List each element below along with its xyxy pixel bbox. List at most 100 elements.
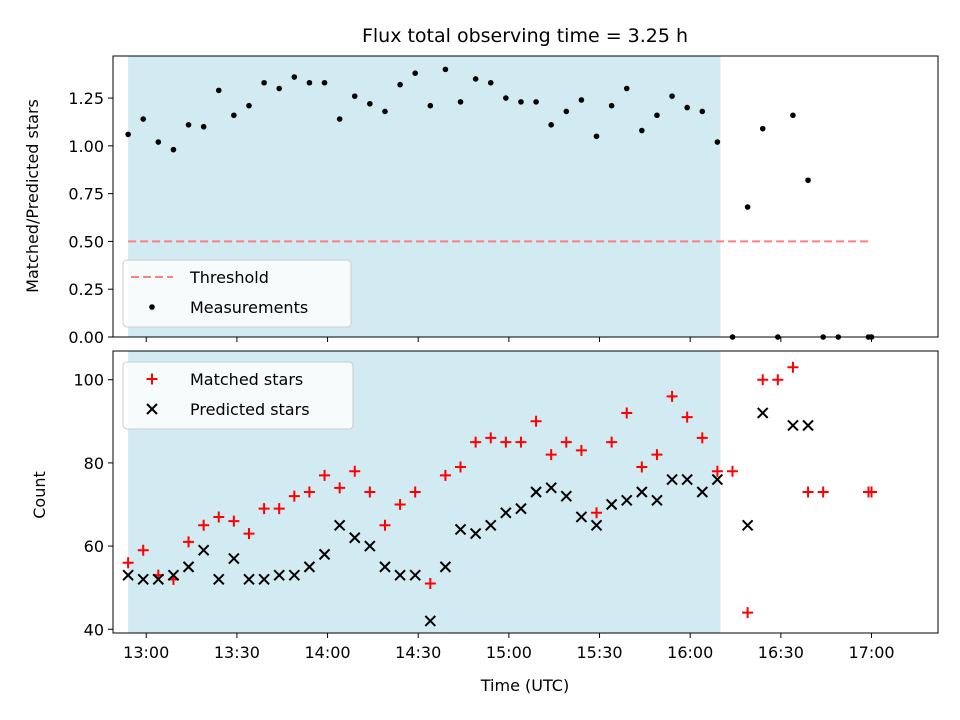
matched-star-point xyxy=(379,519,391,531)
y-tick-label: 1.00 xyxy=(68,137,104,156)
matched-star-point xyxy=(606,436,618,448)
predicted-star-point xyxy=(394,569,406,581)
measurement-point xyxy=(744,204,751,210)
measurement-point xyxy=(805,177,811,184)
measurement-point xyxy=(759,125,766,132)
predicted-star-point xyxy=(137,573,149,586)
matched-star-point xyxy=(273,503,285,515)
predicted-star-point xyxy=(681,473,693,486)
predicted-star-point xyxy=(605,498,618,511)
predicted-star-point xyxy=(711,473,724,486)
measurement-point xyxy=(427,102,434,109)
x-tick-label: 17:00 xyxy=(848,643,894,662)
x-tick-label: 14:30 xyxy=(395,643,441,662)
predicted-star-point xyxy=(515,502,527,515)
predicted-star-point xyxy=(273,569,285,581)
measurement-point xyxy=(140,116,147,122)
matched-star-point xyxy=(636,461,648,473)
x-axis-label: Time (UTC) xyxy=(480,676,569,695)
matched-star-point xyxy=(485,432,497,444)
x-tick-label: 15:30 xyxy=(576,643,622,662)
matched-star-point xyxy=(243,528,255,540)
matched-star-point xyxy=(183,536,195,548)
legend-label: Matched stars xyxy=(190,370,303,389)
predicted-star-point xyxy=(500,507,512,519)
legend-box xyxy=(122,259,352,328)
matched-star-point xyxy=(651,449,663,461)
x-tick-label: 13:00 xyxy=(123,643,169,662)
predicted-star-point xyxy=(303,561,316,573)
x-tick-label: 16:00 xyxy=(667,643,713,662)
matched-star-point xyxy=(711,465,723,477)
predicted-star-point xyxy=(228,552,240,565)
matched-star-point xyxy=(575,444,587,456)
measurement-point xyxy=(790,112,796,119)
predicted-star-point xyxy=(575,511,588,523)
matched-star-point xyxy=(470,436,482,448)
predicted-star-point xyxy=(696,486,708,498)
matched-star-point xyxy=(681,411,693,423)
legend-label: Threshold xyxy=(189,268,269,287)
predicted-star-point xyxy=(333,519,346,531)
predicted-star-point xyxy=(560,490,573,502)
matched-star-point xyxy=(137,544,149,556)
x-tick-label: 13:30 xyxy=(214,643,260,662)
matched-star-point xyxy=(515,436,527,448)
measurement-point xyxy=(276,85,283,92)
measurement-point xyxy=(639,127,645,134)
predicted-star-point xyxy=(288,569,301,581)
matched-star-point xyxy=(409,486,421,498)
matched-star-point xyxy=(866,486,878,498)
matched-star-point xyxy=(439,469,451,481)
predicted-star-point xyxy=(243,573,255,586)
matched-star-point xyxy=(198,519,210,531)
matched-star-point xyxy=(727,465,739,477)
chart-title: Flux total observing time = 3.25 h xyxy=(362,25,688,47)
measurement-point xyxy=(684,104,690,111)
predicted-star-point xyxy=(349,532,361,544)
plot-frame xyxy=(112,55,939,338)
matched-star-point xyxy=(334,482,346,494)
measurement-point xyxy=(714,139,721,145)
matched-star-point xyxy=(591,507,603,519)
series-predicted-stars xyxy=(122,407,814,627)
measurement-point xyxy=(336,116,343,122)
x-tick-label: 15:00 xyxy=(486,643,532,662)
matched-star-point xyxy=(213,511,225,523)
predicted-star-point xyxy=(802,419,814,432)
predicted-star-point xyxy=(439,561,452,573)
legend: Matched stars Predicted stars xyxy=(122,361,354,430)
measurement-point xyxy=(412,70,418,77)
legend-box xyxy=(122,361,354,430)
series-matched-stars xyxy=(122,361,878,619)
measurement-point xyxy=(669,93,675,99)
predicted-star-point xyxy=(666,473,678,486)
measurement-point xyxy=(578,97,585,103)
predicted-star-point xyxy=(182,561,195,573)
predicted-star-point xyxy=(485,519,497,531)
predicted-star-point xyxy=(379,561,391,573)
measurement-point xyxy=(291,74,298,80)
measurement-point xyxy=(593,133,600,140)
matched-star-point xyxy=(364,486,376,498)
matched-star-point xyxy=(258,503,270,515)
matched-star-point xyxy=(666,390,678,402)
matched-star-point xyxy=(787,361,799,373)
x-tick-label: 14:00 xyxy=(305,643,351,662)
y-tick-label: 0.00 xyxy=(68,328,104,347)
y-tick-label: 40 xyxy=(84,620,104,639)
measurement-point xyxy=(231,112,237,119)
measurement-point xyxy=(654,112,660,119)
y-tick-label: 0.75 xyxy=(68,185,104,204)
measurement-point xyxy=(623,85,630,92)
matched-star-point xyxy=(288,490,300,502)
matched-star-point xyxy=(303,486,315,498)
matched-star-point xyxy=(228,515,240,527)
predicted-star-point xyxy=(757,407,769,419)
plot-frame xyxy=(112,350,939,634)
predicted-star-point xyxy=(454,523,467,536)
predicted-star-point xyxy=(364,540,376,552)
count-panel: 40 60 80 100 13:00 13:30 14:00 14:30 15:00 15:30 1… xyxy=(73,350,939,662)
predicted-star-point xyxy=(530,486,542,498)
